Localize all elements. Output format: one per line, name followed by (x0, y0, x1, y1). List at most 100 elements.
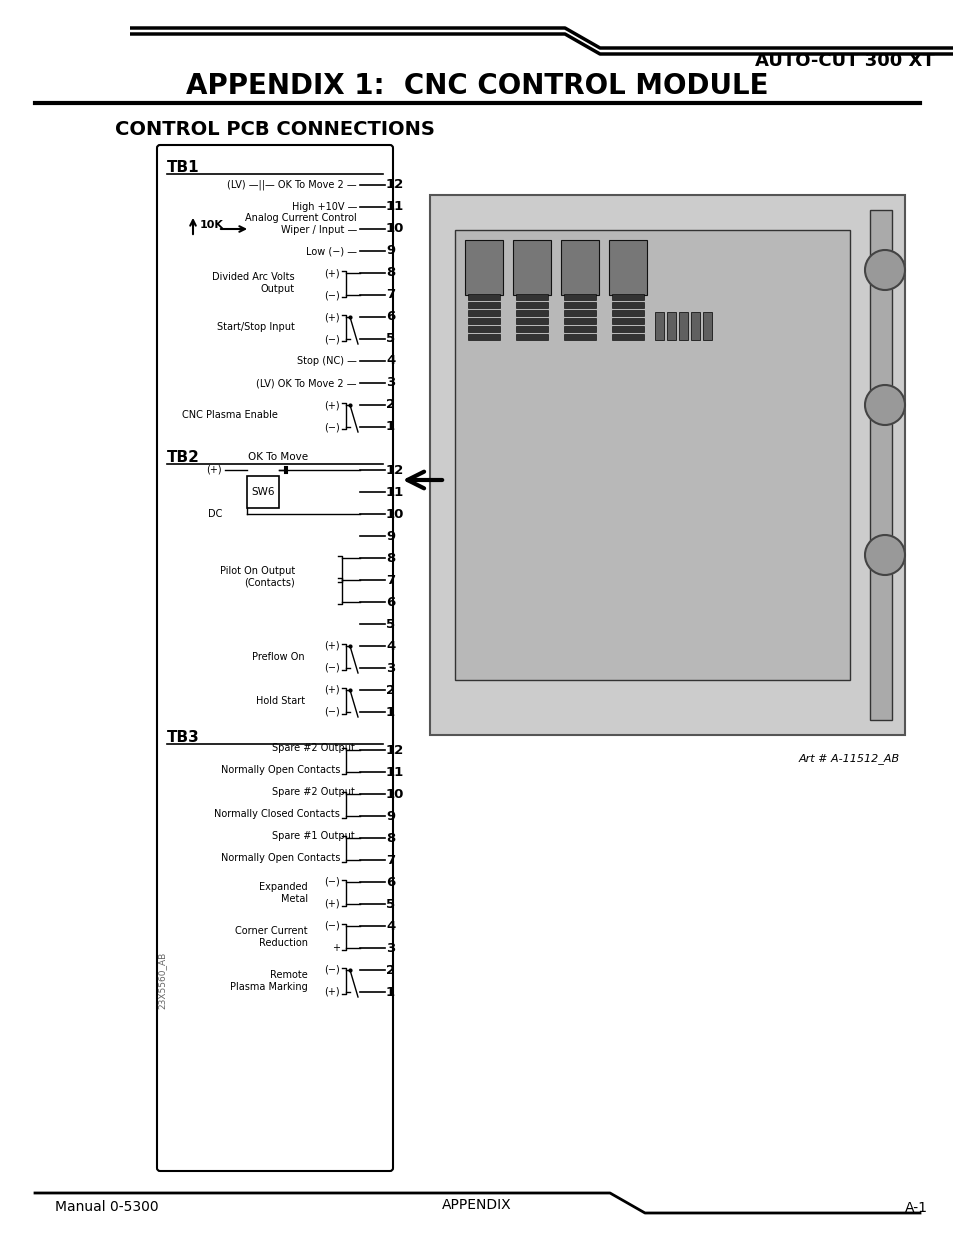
Text: 12: 12 (386, 743, 404, 757)
Text: 10: 10 (386, 788, 404, 800)
Text: 9: 9 (386, 530, 395, 542)
Circle shape (864, 385, 904, 425)
Text: (+): (+) (324, 685, 339, 695)
Text: Corner Current
Reduction: Corner Current Reduction (235, 926, 308, 947)
Text: (+): (+) (324, 312, 339, 322)
Text: Analog Current Control
Wiper / Input —: Analog Current Control Wiper / Input — (245, 214, 356, 235)
Text: (LV) —||— OK To Move 2 —: (LV) —||— OK To Move 2 — (227, 180, 356, 190)
Circle shape (864, 535, 904, 576)
Text: 2: 2 (386, 963, 395, 977)
Text: 6: 6 (386, 595, 395, 609)
Text: SW6: SW6 (251, 487, 274, 496)
Bar (516, 317, 547, 324)
Bar (468, 333, 499, 340)
Bar (679, 312, 687, 340)
Text: (+): (+) (324, 400, 339, 410)
Text: 2: 2 (386, 683, 395, 697)
Text: 6: 6 (386, 876, 395, 888)
Text: 4: 4 (386, 920, 395, 932)
Bar (516, 310, 547, 316)
Bar (612, 333, 643, 340)
FancyBboxPatch shape (157, 144, 393, 1171)
Text: High +10V —: High +10V — (292, 203, 356, 212)
Text: 23X5560_AB: 23X5560_AB (157, 951, 167, 1009)
Text: 2: 2 (386, 399, 395, 411)
Text: APPENDIX 1:  CNC CONTROL MODULE: APPENDIX 1: CNC CONTROL MODULE (186, 72, 767, 100)
Text: 3: 3 (386, 941, 395, 955)
Text: (+): (+) (206, 466, 222, 475)
Text: TB2: TB2 (167, 450, 200, 466)
Bar (612, 326, 643, 332)
Bar (563, 317, 596, 324)
Text: APPENDIX: APPENDIX (442, 1198, 511, 1212)
Text: 9: 9 (386, 809, 395, 823)
Bar (468, 303, 499, 308)
Bar (655, 312, 663, 340)
Text: (LV) OK To Move 2 —: (LV) OK To Move 2 — (256, 378, 356, 388)
Text: DC: DC (208, 509, 222, 519)
Bar (516, 294, 547, 300)
Bar (468, 317, 499, 324)
Text: 10: 10 (386, 222, 404, 236)
Bar (430, 195, 904, 735)
Text: CNC Plasma Enable: CNC Plasma Enable (182, 410, 277, 420)
Bar (612, 310, 643, 316)
Text: (−): (−) (324, 290, 339, 300)
Text: (+): (+) (324, 641, 339, 651)
Text: 8: 8 (386, 267, 395, 279)
Bar (612, 303, 643, 308)
Bar (247, 475, 278, 508)
Text: Spare #2 Output: Spare #2 Output (272, 743, 355, 753)
Bar (563, 294, 596, 300)
Text: 12: 12 (386, 463, 404, 477)
Text: AUTO-CUT 300 XT: AUTO-CUT 300 XT (755, 52, 934, 70)
Text: CONTROL PCB CONNECTIONS: CONTROL PCB CONNECTIONS (115, 120, 435, 140)
Text: 4: 4 (386, 640, 395, 652)
Text: Expanded
Metal: Expanded Metal (259, 882, 308, 904)
Text: 5: 5 (386, 332, 395, 346)
Circle shape (864, 249, 904, 290)
Text: 5: 5 (386, 618, 395, 631)
Text: Low (−) —: Low (−) — (306, 246, 356, 256)
Bar (563, 310, 596, 316)
Bar (455, 230, 849, 680)
Text: (−): (−) (324, 422, 339, 432)
Text: 3: 3 (386, 377, 395, 389)
Text: (−): (−) (324, 965, 339, 974)
Text: 11: 11 (386, 766, 404, 778)
Text: 7: 7 (386, 573, 395, 587)
Text: 4: 4 (386, 354, 395, 368)
Text: Spare #1 Output: Spare #1 Output (272, 831, 355, 841)
Text: Manual 0-5300: Manual 0-5300 (55, 1200, 158, 1214)
Text: 8: 8 (386, 552, 395, 564)
Text: 1: 1 (386, 705, 395, 719)
Bar (666, 312, 676, 340)
Bar (468, 326, 499, 332)
Bar (608, 240, 646, 295)
Text: 7: 7 (386, 853, 395, 867)
Bar (513, 240, 551, 295)
Bar (468, 294, 499, 300)
Text: 1: 1 (386, 420, 395, 433)
Text: 8: 8 (386, 831, 395, 845)
Text: Remote
Plasma Marking: Remote Plasma Marking (230, 971, 308, 992)
Text: (+): (+) (324, 268, 339, 278)
Text: 7: 7 (386, 289, 395, 301)
Text: (−): (−) (324, 706, 339, 718)
Text: Preflow On: Preflow On (253, 652, 305, 662)
Bar (468, 310, 499, 316)
Text: 5: 5 (386, 898, 395, 910)
Text: Spare #2 Output: Spare #2 Output (272, 787, 355, 797)
Text: Stop (NC) —: Stop (NC) — (296, 356, 356, 366)
Text: (−): (−) (324, 877, 339, 887)
Text: Normally Open Contacts: Normally Open Contacts (220, 853, 339, 863)
Text: Art # A-11512_AB: Art # A-11512_AB (798, 753, 899, 764)
Text: (−): (−) (324, 663, 339, 673)
Bar (516, 333, 547, 340)
Text: TB3: TB3 (167, 730, 199, 745)
Text: TB1: TB1 (167, 161, 199, 175)
Text: 12: 12 (386, 179, 404, 191)
Bar (464, 240, 502, 295)
Text: 1: 1 (386, 986, 395, 999)
Bar (563, 333, 596, 340)
